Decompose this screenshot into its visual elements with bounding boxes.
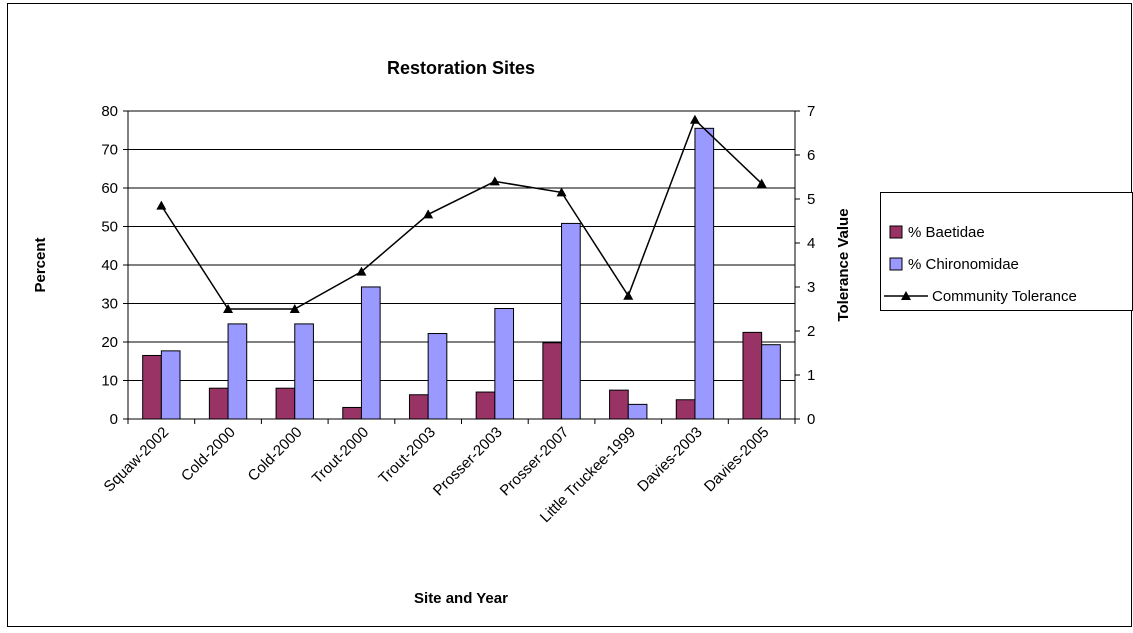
legend-label: % Baetidae xyxy=(908,224,985,241)
y-tick-label: 10 xyxy=(101,373,118,390)
bar xyxy=(208,387,229,420)
y-tick-label: 60 xyxy=(101,180,118,197)
bar xyxy=(294,323,314,420)
y2-tick-label: 3 xyxy=(807,279,815,296)
y-tick-label: 0 xyxy=(110,411,118,428)
marker xyxy=(156,200,167,210)
bar xyxy=(142,354,162,420)
marker xyxy=(556,187,567,197)
y2-tick-label: 6 xyxy=(807,147,815,164)
marker xyxy=(489,176,500,186)
bar xyxy=(675,399,696,420)
y2-tick-label: 4 xyxy=(807,235,815,252)
bar xyxy=(408,394,429,420)
bar xyxy=(561,222,581,420)
bar xyxy=(542,342,563,420)
marker xyxy=(689,114,700,124)
bar xyxy=(227,323,248,420)
bar xyxy=(761,344,781,420)
legend-marker xyxy=(901,291,911,300)
bar xyxy=(494,308,515,420)
legend-swatch xyxy=(889,225,903,239)
marker xyxy=(289,304,300,313)
bar xyxy=(160,350,181,420)
bar xyxy=(360,286,381,420)
y2-tick-label: 1 xyxy=(807,367,815,384)
bar xyxy=(275,387,296,420)
marker xyxy=(623,290,634,300)
legend-label: Community Tolerance xyxy=(932,288,1077,305)
bar xyxy=(475,391,496,420)
y2-axis-label: Tolerance Value xyxy=(835,208,852,321)
marker xyxy=(756,178,767,188)
bar xyxy=(609,389,629,420)
x-axis-label: Site and Year xyxy=(414,590,508,607)
y-tick-label: 30 xyxy=(101,296,118,313)
bar xyxy=(342,406,362,420)
y-tick-label: 70 xyxy=(101,142,118,159)
chart-title: Restoration Sites xyxy=(387,58,535,78)
y2-tick-label: 2 xyxy=(807,323,815,340)
legend-label: % Chironomidae xyxy=(908,256,1019,273)
marker xyxy=(356,266,367,276)
legend-box xyxy=(880,192,1133,311)
marker xyxy=(423,209,434,219)
y-axis-label: Percent xyxy=(32,237,49,292)
y2-tick-label: 5 xyxy=(807,191,815,208)
y-tick-label: 40 xyxy=(101,257,118,274)
legend-swatch xyxy=(889,257,903,271)
bar xyxy=(627,403,648,420)
y-tick-label: 20 xyxy=(101,334,118,351)
y2-tick-label: 0 xyxy=(807,411,815,428)
y-tick-label: 50 xyxy=(101,219,118,236)
marker xyxy=(223,304,234,313)
line xyxy=(160,118,763,310)
bar xyxy=(694,127,715,420)
bar xyxy=(742,331,763,420)
y-tick-label: 80 xyxy=(101,103,118,120)
bar xyxy=(427,333,448,420)
y2-tick-label: 7 xyxy=(807,103,815,120)
